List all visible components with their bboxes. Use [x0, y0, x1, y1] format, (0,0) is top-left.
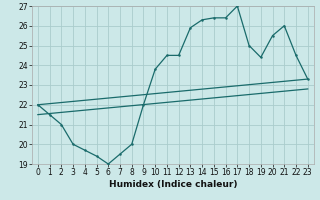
X-axis label: Humidex (Indice chaleur): Humidex (Indice chaleur) [108, 180, 237, 189]
